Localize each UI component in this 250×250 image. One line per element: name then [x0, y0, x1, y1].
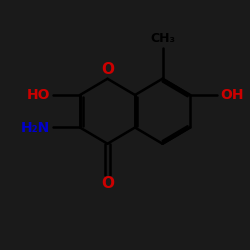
- Text: H₂N: H₂N: [21, 120, 50, 134]
- Text: O: O: [101, 62, 114, 78]
- Text: O: O: [101, 176, 114, 191]
- Text: CH₃: CH₃: [150, 32, 175, 45]
- Text: HO: HO: [26, 88, 50, 102]
- Text: OH: OH: [220, 88, 244, 102]
